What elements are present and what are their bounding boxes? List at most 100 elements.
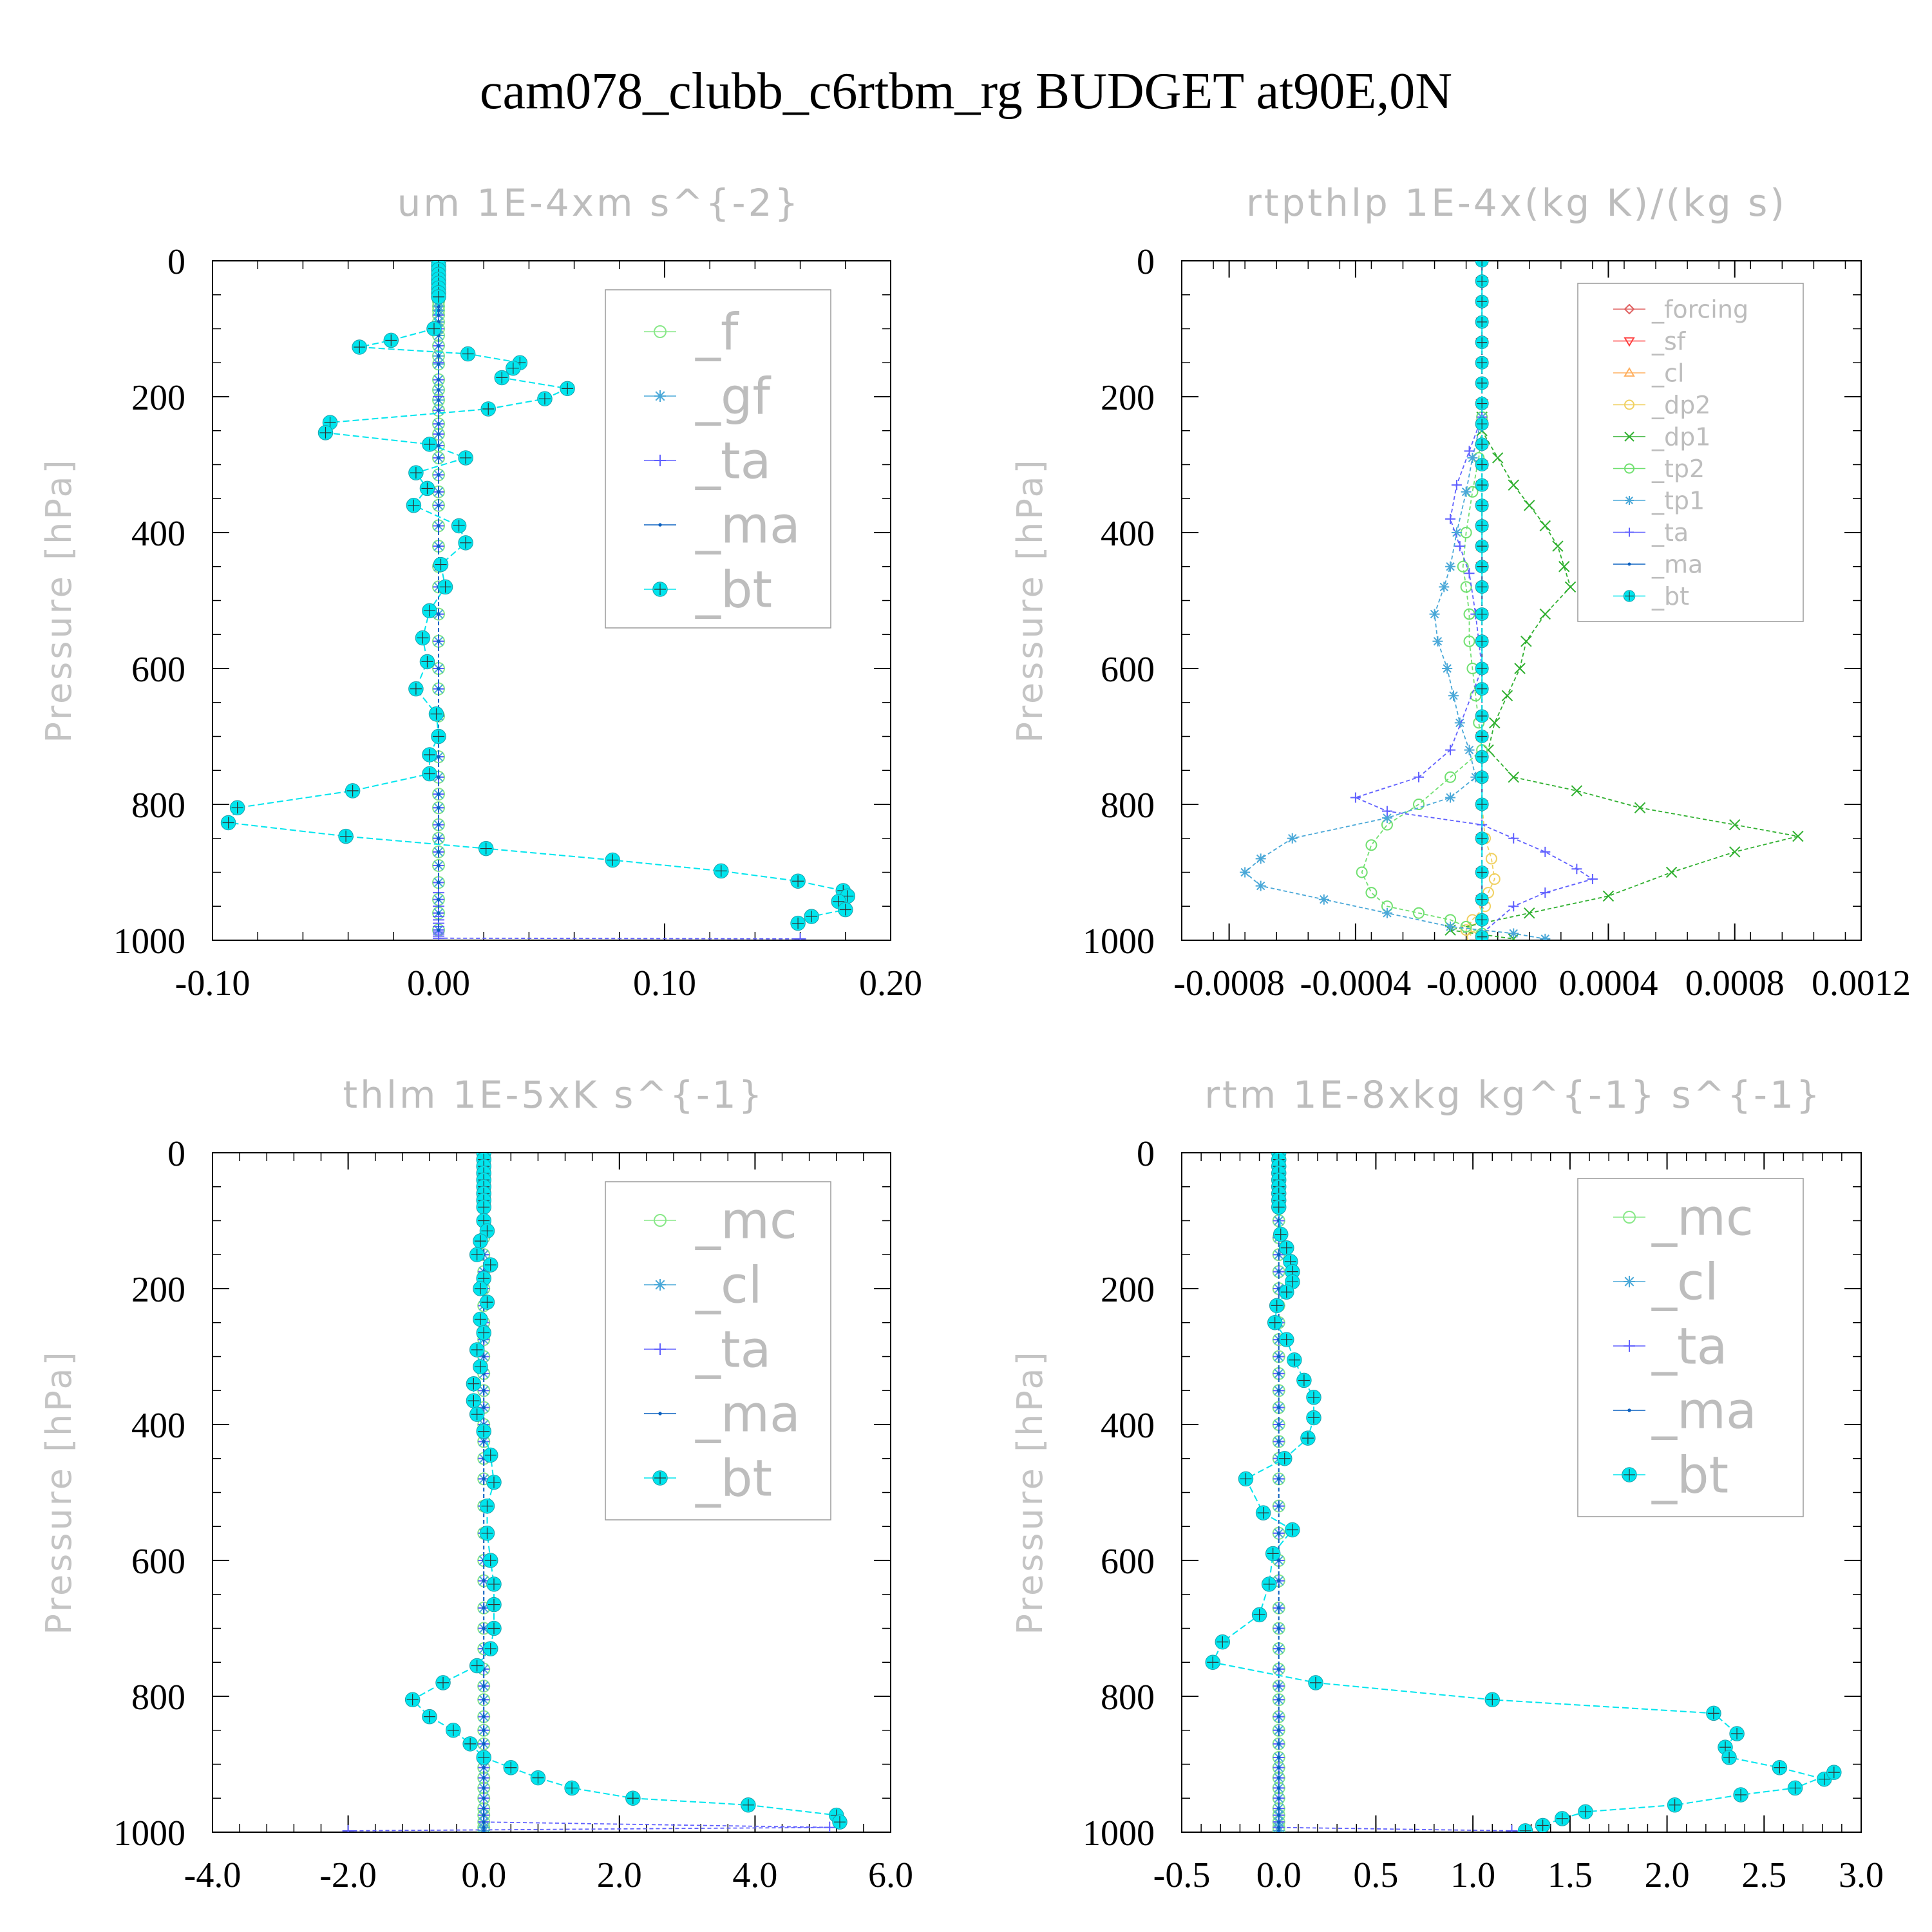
data-point	[714, 863, 729, 879]
data-point	[1277, 1742, 1281, 1746]
data-point	[1205, 1654, 1220, 1670]
legend-label: _ma	[1651, 550, 1703, 578]
data-point	[1729, 846, 1741, 858]
data-point	[1602, 890, 1615, 902]
data-point	[1277, 1684, 1281, 1688]
data-point	[422, 766, 437, 782]
data-point	[482, 1796, 486, 1800]
data-point	[1238, 1471, 1254, 1487]
y-tick-label: 1000	[1083, 922, 1155, 961]
data-point	[473, 1281, 488, 1296]
legend-marker	[652, 1470, 668, 1486]
data-point	[1539, 520, 1551, 532]
data-point	[419, 480, 435, 497]
data-point	[1492, 452, 1504, 464]
data-point	[458, 535, 473, 551]
data-point	[437, 398, 440, 402]
data-point	[482, 1578, 486, 1583]
y-tick-label: 1000	[1083, 1814, 1155, 1853]
data-point	[437, 755, 440, 759]
data-point	[482, 1606, 486, 1610]
x-tick-label: 0.10	[633, 963, 696, 1003]
data-point	[482, 1829, 486, 1832]
legend: _mc _cl _ta _ma _bt	[1577, 1178, 1804, 1517]
data-point	[1634, 802, 1646, 813]
data-point	[476, 1199, 491, 1215]
legend-marker	[658, 1412, 662, 1416]
series-line	[1354, 417, 1595, 934]
data-point	[422, 1709, 437, 1725]
data-point	[482, 1439, 486, 1444]
data-point	[426, 321, 442, 337]
legend-item-ta: _ta	[644, 432, 771, 490]
data-point	[431, 728, 446, 744]
x-tick-label: 0.00	[407, 963, 470, 1003]
data-point	[480, 401, 496, 417]
data-point	[482, 1257, 498, 1273]
data-point	[482, 1742, 486, 1746]
legend-item-cl: _cl	[1613, 359, 1684, 387]
data-point	[1445, 921, 1456, 932]
data-point	[1429, 609, 1440, 620]
data-point	[1787, 1780, 1803, 1796]
legend-marker	[1622, 1467, 1637, 1482]
data-point	[1277, 1405, 1281, 1410]
data-point	[625, 1790, 641, 1806]
data-point	[482, 1728, 486, 1732]
data-point	[1277, 1504, 1281, 1508]
x-tick-label: 0.0008	[1685, 963, 1785, 1003]
legend-label: _bt	[1651, 1446, 1728, 1504]
data-point	[1308, 1675, 1323, 1690]
legend-label: _cl	[695, 1256, 762, 1314]
data-point	[1255, 1505, 1271, 1520]
data-point	[1445, 744, 1456, 755]
data-point	[1475, 730, 1489, 743]
data-point	[1444, 771, 1457, 783]
data-point	[560, 381, 575, 397]
data-point	[1255, 853, 1266, 864]
data-point	[1277, 1820, 1281, 1824]
data-point	[408, 681, 424, 697]
data-point	[1240, 867, 1251, 878]
data-point	[437, 432, 440, 436]
y-tick-label: 800	[131, 1678, 185, 1718]
data-point	[482, 1714, 486, 1719]
data-point	[1285, 1522, 1300, 1538]
data-point	[1667, 1797, 1683, 1813]
data-point	[1279, 1240, 1294, 1256]
x-tick-label: 6.0	[868, 1855, 913, 1895]
data-point	[1277, 1269, 1281, 1274]
data-point	[437, 667, 440, 670]
legend-marker	[1623, 590, 1636, 602]
data-point	[1571, 785, 1583, 797]
data-point	[469, 1406, 485, 1422]
legend: _mc _cl _ta _ma _bt	[605, 1181, 831, 1520]
data-point	[478, 840, 494, 857]
data-point	[437, 490, 440, 494]
series-bt	[1205, 1153, 1842, 1832]
data-point	[482, 1354, 486, 1359]
data-point	[352, 339, 367, 355]
data-point	[1552, 540, 1564, 552]
legend-label: _ta	[695, 432, 771, 490]
data-point	[437, 456, 440, 460]
data-point	[1460, 924, 1472, 936]
data-point	[1514, 663, 1526, 674]
legend-marker	[1624, 367, 1635, 377]
legend-item-bt: _bt	[644, 1450, 772, 1508]
data-point	[1475, 274, 1489, 289]
data-point	[1535, 1817, 1551, 1832]
data-point	[1475, 709, 1489, 723]
data-point	[1277, 1531, 1281, 1535]
data-point	[317, 425, 334, 440]
data-point	[1506, 1824, 1518, 1832]
data-point	[1555, 1811, 1570, 1826]
data-point	[437, 388, 440, 392]
data-point	[1475, 893, 1489, 907]
legend-label: _bt	[695, 1450, 772, 1508]
legend-item-ta: _ta	[1613, 1318, 1727, 1376]
data-point	[1475, 315, 1489, 329]
data-point	[1475, 634, 1489, 649]
data-point	[832, 1814, 848, 1830]
legend-label: _forcing	[1651, 295, 1748, 323]
